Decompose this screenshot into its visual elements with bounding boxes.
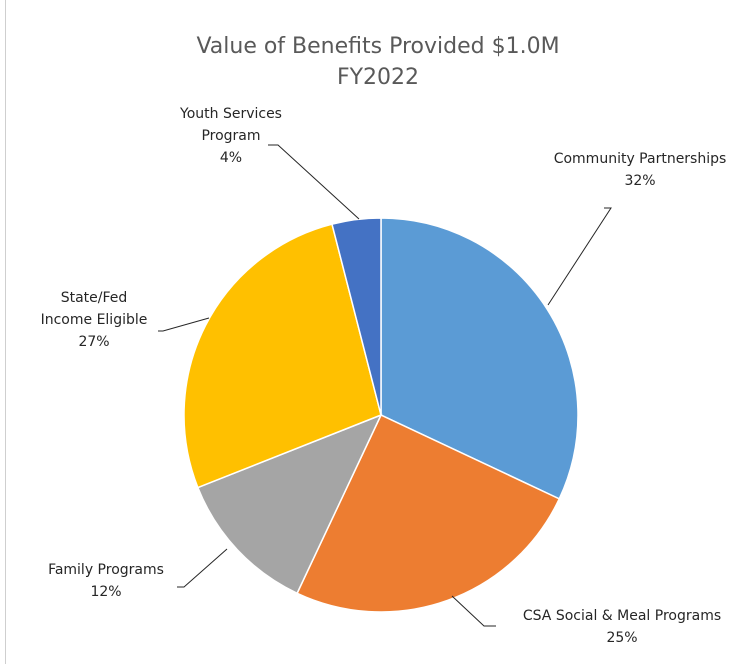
chart-subtitle: FY2022 xyxy=(337,65,419,90)
slice-label: CSA Social & Meal Programs 25% xyxy=(523,608,721,646)
leader-line xyxy=(158,317,210,332)
slice-percent: 27% xyxy=(78,334,109,350)
slice-name: Program xyxy=(201,128,260,144)
slice-percent: 12% xyxy=(90,584,121,600)
slice-percent: 32% xyxy=(624,173,655,189)
slice-name: Family Programs xyxy=(48,562,164,578)
pie-slice xyxy=(331,217,382,416)
leader-line xyxy=(177,548,228,588)
slice-label: State/Fed Income Eligible 27% xyxy=(41,290,148,350)
pie-slice xyxy=(183,223,382,489)
leader-line xyxy=(451,595,496,627)
slice-name: CSA Social & Meal Programs xyxy=(523,608,721,624)
slice-label: Family Programs 12% xyxy=(48,562,164,600)
slice-labels: Community Partnerships 32% CSA Social & Me… xyxy=(41,106,727,646)
slice-label: Community Partnerships 32% xyxy=(554,151,727,189)
slice-name: Income Eligible xyxy=(41,312,148,328)
slice-name: Community Partnerships xyxy=(554,151,727,167)
pie-slice xyxy=(380,217,579,500)
chart-title: Value of Benefits Provided $1.0M xyxy=(196,34,559,59)
slice-percent: 4% xyxy=(220,150,242,166)
slice-label: Youth Services Program 4% xyxy=(179,106,282,166)
slice-name: Youth Services xyxy=(179,106,282,122)
pie-slice xyxy=(196,413,383,595)
slice-name: State/Fed xyxy=(61,290,128,306)
frame-edge xyxy=(5,0,6,664)
pie-slice xyxy=(296,414,561,613)
leader-lines xyxy=(158,144,612,627)
leader-line xyxy=(268,144,360,220)
slice-percent: 25% xyxy=(606,630,637,646)
leader-line xyxy=(547,207,612,306)
pie-slices xyxy=(183,217,579,613)
